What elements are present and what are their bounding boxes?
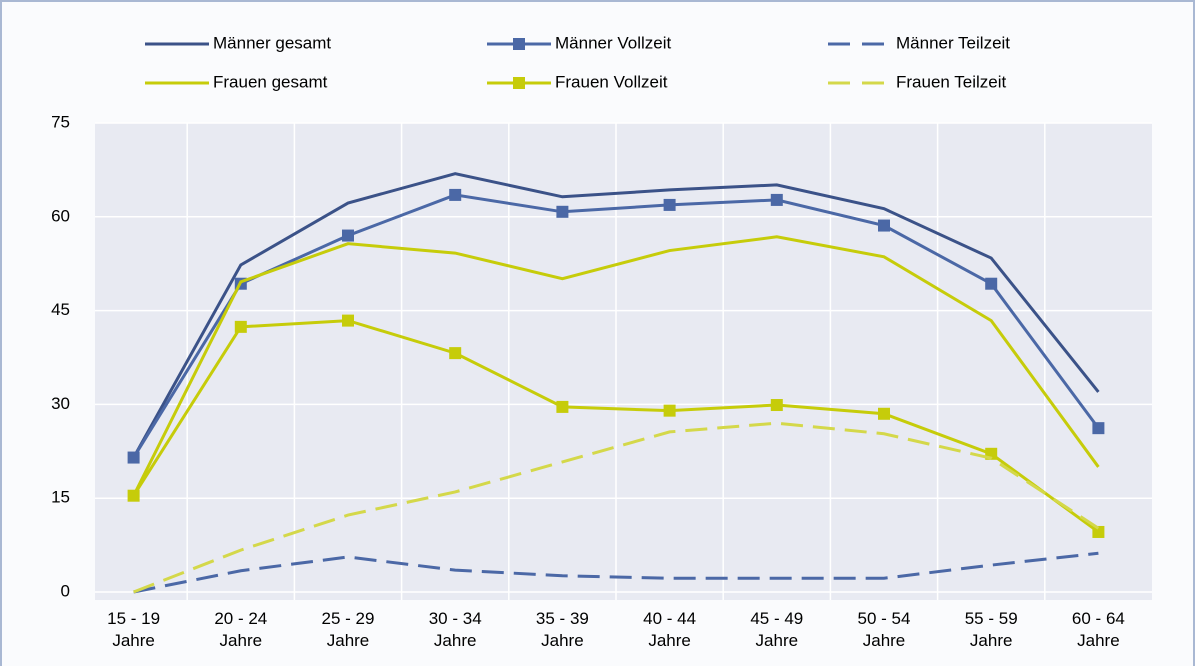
legend-marker xyxy=(513,38,525,50)
marker xyxy=(342,229,354,242)
y-tick-label: 60 xyxy=(51,206,70,225)
marker xyxy=(663,198,676,211)
series-line xyxy=(132,193,1100,459)
y-tick-label: 75 xyxy=(51,112,70,131)
x-tick-label: 20 - 24 Jahre xyxy=(214,609,268,650)
marker xyxy=(1092,525,1105,538)
legend-marker xyxy=(513,77,525,89)
x-tick-label: 15 - 19 Jahre xyxy=(107,609,161,650)
legend-label: Frauen gesamt xyxy=(213,72,328,91)
marker xyxy=(449,188,462,201)
legend-label: Männer gesamt xyxy=(213,33,331,52)
x-tick-label: 35 - 39 Jahre xyxy=(535,609,589,650)
series-line xyxy=(132,172,1100,459)
marker xyxy=(342,314,354,327)
series-line xyxy=(133,421,1100,594)
marker xyxy=(556,400,569,413)
marker xyxy=(878,407,890,420)
marker xyxy=(770,399,783,412)
series-line xyxy=(132,319,1100,534)
plot-area xyxy=(95,123,1152,600)
x-tick-label: 30 - 34 Jahre xyxy=(428,609,482,650)
legend-label: Männer Vollzeit xyxy=(555,33,672,52)
legend-label: Männer Teilzeit xyxy=(896,33,1010,52)
x-tick-label: 45 - 49 Jahre xyxy=(750,609,804,650)
x-tick-label: 60 - 64 Jahre xyxy=(1071,609,1125,650)
x-tick-label: 40 - 44 Jahre xyxy=(643,609,697,650)
legend-label: Frauen Teilzeit xyxy=(896,72,1007,91)
series-line xyxy=(132,235,1100,497)
marker xyxy=(1092,422,1105,435)
x-tick-label: 55 - 59 Jahre xyxy=(964,609,1018,650)
y-tick-label: 15 xyxy=(51,488,70,507)
marker xyxy=(234,320,247,333)
legend-label: Frauen Vollzeit xyxy=(555,72,668,91)
x-tick-label: 50 - 54 Jahre xyxy=(857,609,911,650)
marker xyxy=(663,404,676,417)
marker xyxy=(878,219,890,232)
series-line xyxy=(133,551,1099,594)
y-tick-label: 0 xyxy=(61,581,70,600)
y-tick-label: 30 xyxy=(51,394,70,413)
marker xyxy=(127,489,140,502)
marker xyxy=(127,451,140,464)
y-tick-label: 45 xyxy=(51,300,70,319)
marker xyxy=(985,277,998,290)
x-tick-label: 25 - 29 Jahre xyxy=(321,609,375,650)
marker xyxy=(556,205,569,218)
marker xyxy=(449,347,462,360)
marker xyxy=(770,193,783,206)
